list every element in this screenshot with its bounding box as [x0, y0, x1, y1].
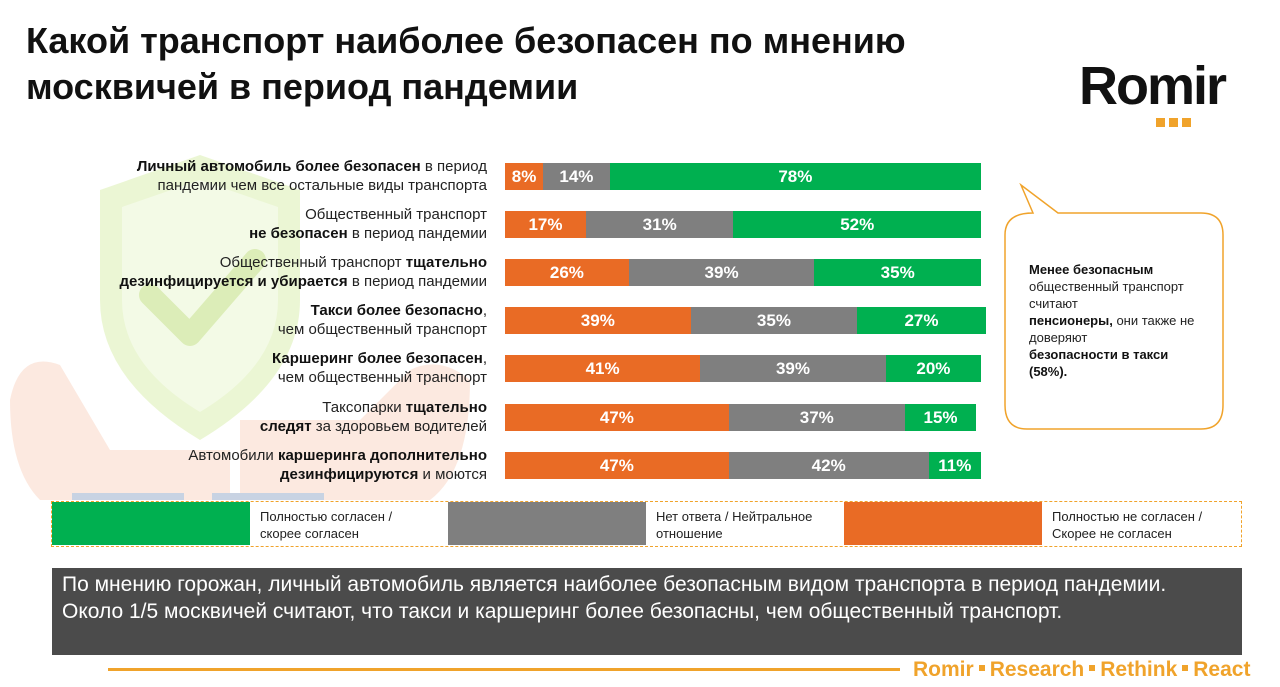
label-part: в период пандемии — [347, 273, 487, 291]
speech-bubble-icon — [1004, 183, 1224, 430]
footer-divider — [108, 668, 900, 671]
callout-text: Менее безопасным общественный транспорт … — [1029, 261, 1209, 380]
callout-bold-2: пенсионеры, — [1029, 313, 1113, 328]
label-part: чем общественный транспорт — [277, 369, 487, 387]
bar-segment-1-2: 14% — [543, 163, 610, 190]
legend-label-agree: Полностью согласен / скорее согласен — [260, 509, 393, 541]
label-part: за здоровьем водителей — [311, 417, 487, 435]
title-line-2: москвичей в период пандемии — [26, 66, 579, 107]
label-part: дезинфицируется и убирается — [119, 273, 348, 291]
page-title: Какой транспорт наиболее безопасен по мн… — [26, 18, 1046, 110]
bar-segment-4-1: 39% — [505, 307, 691, 335]
legend-swatch-agree — [52, 502, 250, 545]
category-label-1: Личный автомобиль более безопасен в пери… — [7, 157, 487, 195]
category-label-7: Автомобили каршеринга дополнительно дезин… — [7, 446, 487, 484]
label-part: в период пандемии — [347, 225, 487, 243]
category-label-6: Таксопарки тщательно следят за здоровьем … — [7, 398, 487, 436]
bar-segment-3-3: 35% — [814, 259, 981, 287]
label-part: пандемии чем все остальные виды транспор… — [157, 177, 487, 194]
category-label-4: Такси более безопасно, чем общественный т… — [7, 301, 487, 339]
label-part: каршеринга дополнительно — [277, 446, 487, 464]
legend-label-neutral: Нет ответа / Нейтральное отношение — [656, 509, 813, 541]
label-part: тщательно — [405, 254, 487, 272]
label-part: , — [482, 302, 487, 320]
bar-segment-5-2: 39% — [700, 355, 886, 383]
label-part: в период — [420, 158, 487, 175]
bar-segment-4-2: 35% — [690, 307, 858, 335]
bar-segment-6-2: 37% — [728, 403, 905, 431]
label-part: Каршеринг более безопасен — [272, 350, 483, 368]
footer-tagline: Romir Research Rethink React — [913, 658, 1251, 681]
legend: Полностью согласен / скорее согласен Нет … — [51, 501, 1242, 547]
label-part: Автомобили — [188, 446, 278, 464]
summary-text: По мнению горожан, личный автомобиль явл… — [52, 568, 1242, 655]
category-label-5: Каршеринг более безопасен, чем общественн… — [7, 349, 487, 387]
legend-swatch-neutral — [448, 502, 646, 545]
callout-bold-3: безопасности в такси (58%). — [1029, 347, 1169, 379]
bar-segment-5-3: 20% — [885, 355, 981, 383]
bar-segment-4-3: 27% — [857, 307, 986, 335]
label-part: Личный автомобиль более безопасен — [136, 158, 421, 175]
label-part: Такси более безопасно — [310, 302, 483, 320]
bar-segment-6-1: 47% — [505, 403, 729, 431]
category-label-3: Общественный транспорт тщательно дезинфиц… — [7, 253, 487, 291]
bar-segment-2-2: 31% — [585, 211, 734, 239]
bar-segment-6-3: 15% — [904, 403, 977, 431]
label-part: не безопасен — [249, 225, 348, 243]
romir-logo: Romir — [1079, 56, 1259, 127]
bar-segment-7-1: 47% — [505, 451, 729, 479]
bar-segment-3-1: 26% — [505, 259, 629, 287]
label-part: Таксопарки — [322, 398, 406, 416]
label-part: , — [482, 350, 487, 368]
bar-segment-7-2: 42% — [728, 451, 929, 479]
title-line-1: Какой транспорт наиболее безопасен по мн… — [26, 20, 906, 61]
logo-dots — [1156, 114, 1195, 132]
logo-text: Romir — [1079, 56, 1227, 116]
bar-segment-2-1: 17% — [505, 211, 586, 239]
category-label-2: Общественный транспорт не безопасен в пер… — [7, 205, 487, 243]
label-part: тщательно — [405, 398, 487, 416]
label-part: дезинфицируются — [279, 465, 419, 483]
label-part: Общественный транспорт — [305, 206, 487, 224]
callout-bold-1: Менее безопасным — [1029, 262, 1154, 277]
bar-segment-7-3: 11% — [928, 451, 981, 479]
bar-segment-5-1: 41% — [505, 355, 701, 383]
label-part: следят — [259, 417, 312, 435]
bar-segment-1-1: 8% — [505, 163, 544, 190]
legend-label-disagree: Полностью не согласен / Скорее не согласе… — [1052, 509, 1203, 541]
legend-swatch-disagree — [844, 502, 1042, 545]
label-part: чем общественный транспорт — [277, 321, 487, 339]
callout-text-2: они также не доверяют — [1029, 313, 1195, 345]
label-part: Общественный транспорт — [219, 254, 406, 272]
bar-segment-2-3: 52% — [733, 211, 981, 239]
bar-segment-1-3: 78% — [609, 163, 981, 190]
label-part: и моются — [418, 465, 487, 483]
shield-hands-icon — [10, 155, 470, 500]
callout-text-1: общественный транспорт считают — [1029, 279, 1184, 311]
bar-segment-3-2: 39% — [628, 259, 815, 287]
